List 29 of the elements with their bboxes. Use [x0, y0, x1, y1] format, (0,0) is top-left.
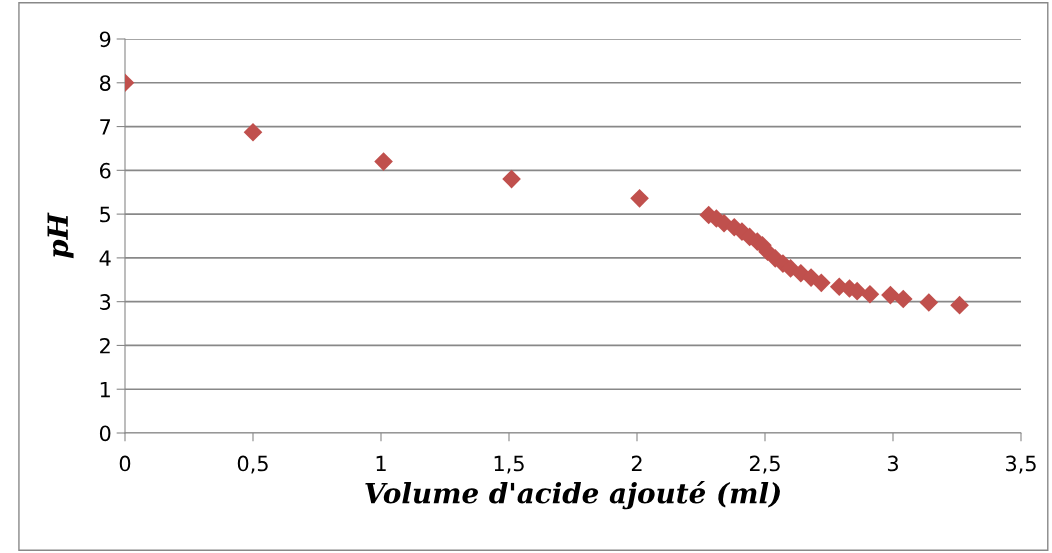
- point: [243, 122, 263, 142]
- point: [950, 295, 969, 315]
- y-axis-title: pH: [47, 212, 74, 259]
- x-tick-label: 0: [119, 455, 131, 472]
- x-axis-title: Volume d'acide ajouté (ml): [365, 480, 780, 510]
- x-tick-label: 0,5: [237, 455, 268, 474]
- y-tick-label: 2: [100, 337, 110, 354]
- x-tick-label: 1,5: [494, 455, 524, 474]
- y-tick-label: 4: [99, 250, 111, 266]
- point: [374, 152, 393, 171]
- point: [812, 273, 831, 293]
- y-tick-label: 1: [100, 381, 110, 398]
- y-tick-label: 5: [100, 206, 110, 223]
- x-tick-label: 1: [376, 455, 386, 472]
- point: [502, 169, 521, 189]
- x-tick-label: 2,5: [749, 455, 780, 474]
- y-tick-label: 3: [100, 294, 111, 310]
- point: [893, 289, 913, 309]
- point: [630, 189, 649, 208]
- point: [860, 284, 880, 304]
- y-tick-label: 9: [99, 31, 111, 48]
- y-tick-label: 0: [99, 425, 111, 442]
- x-tick-label: 3: [887, 455, 898, 472]
- point: [919, 293, 939, 312]
- y-tick-label: 7: [100, 119, 111, 135]
- y-tick-label: 8: [99, 75, 111, 91]
- y-tick-label: 6: [100, 162, 111, 179]
- x-tick-label: 3,5: [1006, 455, 1036, 474]
- x-tick-label: 2: [631, 455, 642, 472]
